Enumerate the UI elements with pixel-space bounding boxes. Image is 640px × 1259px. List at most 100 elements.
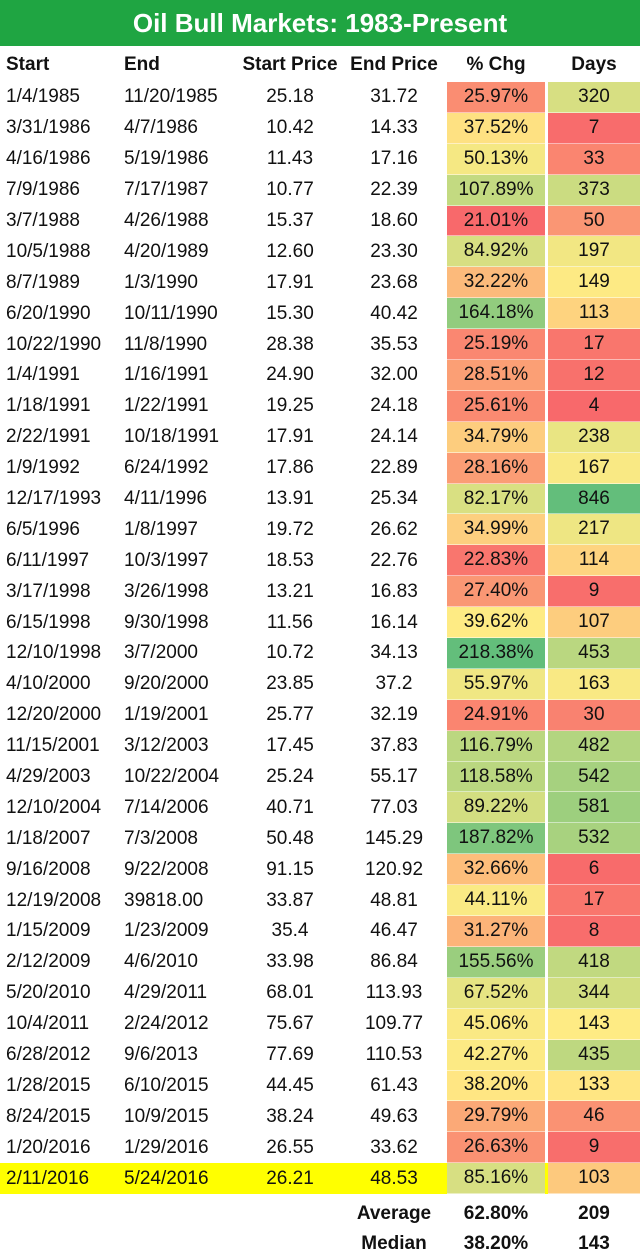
summary-average-days: 209	[578, 1203, 610, 1224]
cell-end: 1/16/1991	[124, 364, 209, 386]
table-row: 11/15/2001 3/12/2003 17.45 37.83 116.79% 482	[0, 730, 640, 762]
cell-end-price: 37.2	[375, 673, 413, 695]
cell-end: 5/24/2016	[124, 1167, 209, 1189]
cell-pct-chg: 28.51%	[447, 360, 545, 391]
cell-days: 6	[548, 854, 640, 886]
cell-days: 435	[548, 1039, 640, 1071]
cell-end: 4/11/1996	[124, 488, 208, 510]
cell-days: 197	[548, 236, 640, 268]
cell-end: 1/29/2016	[124, 1136, 209, 1158]
data-table: 1/4/1985 11/20/1985 25.18 31.72 25.97% 320 3/3…	[0, 82, 640, 1195]
cell-pct-chg: 85.16%	[447, 1163, 545, 1195]
cell-start-price: 11.43	[266, 148, 314, 170]
cell-pct-chg: 55.97%	[447, 668, 545, 700]
cell-start: 3/31/1986	[6, 117, 91, 139]
cell-start: 1/18/1991	[6, 395, 91, 417]
cell-days: 418	[548, 946, 640, 978]
cell-end-price: 23.68	[370, 271, 418, 293]
cell-pct-chg: 27.40%	[447, 576, 545, 608]
cell-start: 4/29/2003	[6, 766, 91, 788]
cell-days: 113	[548, 298, 640, 330]
cell-end: 10/22/2004	[124, 766, 220, 788]
cell-end: 6/10/2015	[124, 1074, 209, 1096]
cell-pct-chg: 24.91%	[447, 699, 545, 731]
cell-pct-chg: 50.13%	[447, 143, 545, 175]
cell-days: 133	[548, 1070, 640, 1102]
cell-pct-chg: 45.06%	[447, 1008, 545, 1040]
header-end-price: End Price	[350, 54, 438, 75]
cell-days: 107	[548, 607, 640, 639]
table-row: 8/7/1989 1/3/1990 17.91 23.68 32.22% 149	[0, 267, 640, 299]
cell-start-price: 33.87	[266, 889, 314, 911]
header-days: Days	[571, 54, 617, 75]
cell-start: 10/5/1988	[6, 240, 91, 262]
cell-days: 17	[548, 329, 640, 361]
cell-end: 1/8/1997	[124, 518, 198, 540]
cell-end-price: 120.92	[364, 858, 424, 880]
cell-pct-chg: 44.11%	[447, 885, 545, 917]
cell-start: 1/18/2007	[6, 827, 91, 849]
cell-end-price: 40.42	[370, 302, 418, 324]
summary-median-days: 143	[578, 1233, 610, 1254]
cell-pct-chg: 155.56%	[447, 946, 545, 978]
cell-end: 5/19/1986	[124, 148, 209, 170]
cell-days: 46	[548, 1101, 640, 1133]
cell-start: 3/17/1998	[6, 580, 91, 602]
table-row: 1/9/1992 6/24/1992 17.86 22.89 28.16% 167	[0, 452, 640, 484]
cell-start: 1/28/2015	[6, 1074, 91, 1096]
table-row: 6/11/1997 10/3/1997 18.53 22.76 22.83% 114	[0, 545, 640, 577]
cell-start: 12/10/1998	[6, 642, 102, 664]
table-row: 8/24/2015 10/9/2015 38.24 49.63 29.79% 46	[0, 1101, 640, 1133]
cell-start: 1/9/1992	[6, 457, 80, 479]
cell-days: 482	[548, 730, 640, 762]
table-row: 2/22/1991 10/18/1991 17.91 24.14 34.79% 238	[0, 421, 640, 453]
cell-pct-chg: 25.19%	[447, 329, 545, 361]
cell-start-price: 50.48	[266, 827, 314, 849]
cell-end-price: 145.29	[364, 827, 424, 849]
cell-end-price: 17.16	[370, 148, 418, 170]
cell-end-price: 86.84	[370, 951, 418, 973]
cell-pct-chg: 34.79%	[447, 421, 545, 453]
cell-end-price: 14.33	[370, 117, 418, 139]
cell-start: 11/15/2001	[6, 735, 100, 757]
cell-start-price: 33.98	[266, 951, 314, 973]
cell-start-price: 77.69	[266, 1044, 314, 1066]
cell-pct-chg: 164.18%	[447, 298, 545, 330]
cell-start-price: 26.21	[266, 1167, 314, 1189]
header-start-price: Start Price	[242, 54, 338, 75]
cell-end: 9/6/2013	[124, 1044, 198, 1066]
cell-end: 7/3/2008	[124, 827, 198, 849]
cell-start-price: 10.72	[266, 642, 314, 664]
table-row: 1/28/2015 6/10/2015 44.45 61.43 38.20% 133	[0, 1070, 640, 1102]
cell-end: 4/20/1989	[124, 240, 209, 262]
cell-days: 50	[548, 205, 640, 237]
table-row: 1/15/2009 1/23/2009 35.4 46.47 31.27% 8	[0, 916, 640, 947]
cell-pct-chg: 107.89%	[447, 174, 545, 206]
cell-start: 6/20/1990	[6, 302, 91, 324]
cell-end: 1/23/2009	[124, 920, 209, 942]
cell-start: 1/4/1985	[6, 86, 80, 108]
table-row: 5/20/2010 4/29/2011 68.01 113.93 67.52% 344	[0, 977, 640, 1009]
cell-days: 30	[548, 699, 640, 731]
cell-pct-chg: 118.58%	[447, 761, 545, 793]
cell-end-price: 34.13	[370, 642, 418, 664]
table-row: 3/31/1986 4/7/1986 10.42 14.33 37.52% 7	[0, 112, 640, 144]
summary-median-row: Median 38.20% 143	[0, 1229, 640, 1259]
table-row: 4/29/2003 10/22/2004 25.24 55.17 118.58% 542	[0, 761, 640, 793]
table-row: 12/17/1993 4/11/1996 13.91 25.34 82.17% 846	[0, 483, 640, 515]
cell-start: 1/15/2009	[6, 920, 91, 942]
cell-start-price: 38.24	[266, 1105, 314, 1127]
cell-end-price: 22.39	[370, 179, 418, 201]
cell-days: 163	[548, 668, 640, 700]
cell-days: 8	[548, 916, 640, 947]
cell-end-price: 48.81	[370, 889, 418, 911]
cell-end: 2/24/2012	[124, 1013, 209, 1035]
cell-start: 12/17/1993	[6, 488, 102, 510]
cell-pct-chg: 84.92%	[447, 236, 545, 268]
table-row: 9/16/2008 9/22/2008 91.15 120.92 32.66% 6	[0, 854, 640, 886]
cell-end-price: 33.62	[370, 1136, 418, 1158]
cell-pct-chg: 31.27%	[447, 916, 545, 947]
cell-end: 3/7/2000	[124, 642, 198, 664]
cell-days: 9	[548, 576, 640, 608]
cell-pct-chg: 26.63%	[447, 1132, 545, 1164]
